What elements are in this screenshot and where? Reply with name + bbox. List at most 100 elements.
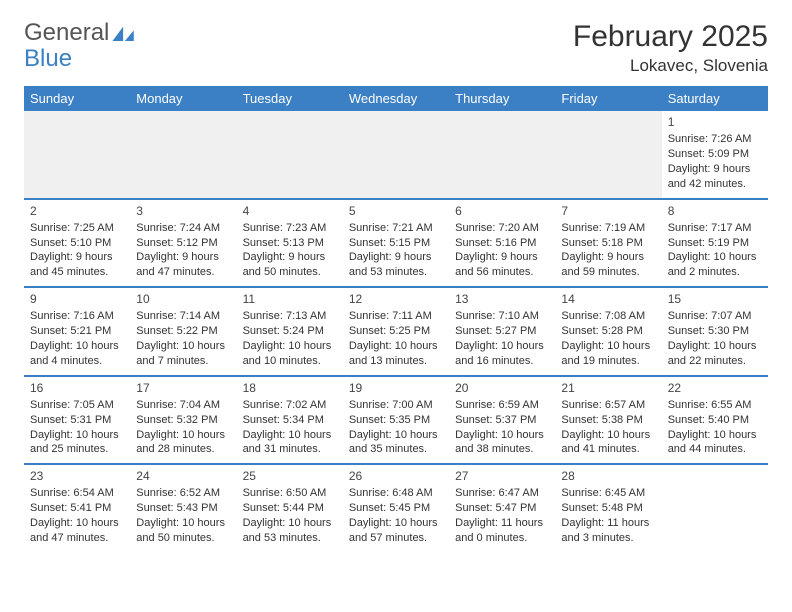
day-number: 28 — [561, 468, 655, 484]
day-number: 27 — [455, 468, 549, 484]
daylight-text: Daylight: 9 hours and 53 minutes. — [349, 250, 443, 280]
sunset-text: Sunset: 5:35 PM — [349, 413, 443, 428]
sunrise-text: Sunrise: 7:02 AM — [243, 398, 337, 413]
day-number: 15 — [668, 291, 762, 307]
sunrise-text: Sunrise: 7:24 AM — [136, 221, 230, 236]
weekday-header: Tuesday — [237, 86, 343, 111]
sunrise-text: Sunrise: 7:10 AM — [455, 309, 549, 324]
sunrise-text: Sunrise: 7:08 AM — [561, 309, 655, 324]
day-number: 20 — [455, 380, 549, 396]
daylight-text: Daylight: 10 hours and 7 minutes. — [136, 339, 230, 369]
blank-cell — [130, 111, 236, 199]
day-cell: 17 Sunrise: 7:04 AMSunset: 5:32 PMDayligh… — [130, 376, 236, 465]
title-block: February 2025 Lokavec, Slovenia — [573, 20, 768, 76]
sunset-text: Sunset: 5:18 PM — [561, 236, 655, 251]
day-cell: 20 Sunrise: 6:59 AMSunset: 5:37 PMDayligh… — [449, 376, 555, 465]
day-number: 11 — [243, 291, 337, 307]
day-cell: 13Sunrise: 7:10 AMSunset: 5:27 PMDayligh… — [449, 287, 555, 376]
logo: GeneralBlue — [24, 20, 136, 71]
day-cell: 22Sunrise: 6:55 AMSunset: 5:40 PMDayligh… — [662, 376, 768, 465]
day-number: 17 — [136, 380, 230, 396]
daylight-text: Daylight: 9 hours and 56 minutes. — [455, 250, 549, 280]
day-cell: 24Sunrise: 6:52 AMSunset: 5:43 PMDayligh… — [130, 464, 236, 552]
sail-icon — [112, 21, 136, 46]
sunrise-text: Sunrise: 7:00 AM — [349, 398, 443, 413]
sunset-text: Sunset: 5:34 PM — [243, 413, 337, 428]
weekday-header: Sunday — [24, 86, 130, 111]
sunrise-text: Sunrise: 6:50 AM — [243, 486, 337, 501]
daylight-text: Daylight: 10 hours and 35 minutes. — [349, 428, 443, 458]
sunset-text: Sunset: 5:47 PM — [455, 501, 549, 516]
daylight-text: Daylight: 10 hours and 41 minutes. — [561, 428, 655, 458]
sunset-text: Sunset: 5:16 PM — [455, 236, 549, 251]
daylight-text: Daylight: 10 hours and 13 minutes. — [349, 339, 443, 369]
daylight-text: Daylight: 9 hours and 59 minutes. — [561, 250, 655, 280]
sunset-text: Sunset: 5:09 PM — [668, 147, 762, 162]
sunrise-text: Sunrise: 6:45 AM — [561, 486, 655, 501]
daylight-text: Daylight: 11 hours and 0 minutes. — [455, 516, 549, 546]
day-number: 26 — [349, 468, 443, 484]
month-title: February 2025 — [573, 20, 768, 54]
weekday-header: Friday — [555, 86, 661, 111]
day-number: 18 — [243, 380, 337, 396]
day-cell: 23Sunrise: 6:54 AMSunset: 5:41 PMDayligh… — [24, 464, 130, 552]
day-cell: 28Sunrise: 6:45 AMSunset: 5:48 PMDayligh… — [555, 464, 661, 552]
sunset-text: Sunset: 5:10 PM — [30, 236, 124, 251]
sunset-text: Sunset: 5:32 PM — [136, 413, 230, 428]
day-number: 7 — [561, 203, 655, 219]
day-number: 25 — [243, 468, 337, 484]
day-cell: 15Sunrise: 7:07 AMSunset: 5:30 PMDayligh… — [662, 287, 768, 376]
sunrise-text: Sunrise: 7:19 AM — [561, 221, 655, 236]
weekday-header: Saturday — [662, 86, 768, 111]
day-cell: 27Sunrise: 6:47 AMSunset: 5:47 PMDayligh… — [449, 464, 555, 552]
daylight-text: Daylight: 9 hours and 45 minutes. — [30, 250, 124, 280]
sunset-text: Sunset: 5:12 PM — [136, 236, 230, 251]
day-cell: 2Sunrise: 7:25 AMSunset: 5:10 PMDaylight… — [24, 199, 130, 288]
sunset-text: Sunset: 5:13 PM — [243, 236, 337, 251]
sunset-text: Sunset: 5:44 PM — [243, 501, 337, 516]
sunrise-text: Sunrise: 7:25 AM — [30, 221, 124, 236]
day-cell: 3Sunrise: 7:24 AMSunset: 5:12 PMDaylight… — [130, 199, 236, 288]
sunrise-text: Sunrise: 6:48 AM — [349, 486, 443, 501]
week-row: 16Sunrise: 7:05 AMSunset: 5:31 PMDayligh… — [24, 376, 768, 465]
daylight-text: Daylight: 10 hours and 22 minutes. — [668, 339, 762, 369]
sunset-text: Sunset: 5:37 PM — [455, 413, 549, 428]
week-row: 9Sunrise: 7:16 AMSunset: 5:21 PMDaylight… — [24, 287, 768, 376]
day-cell: 16Sunrise: 7:05 AMSunset: 5:31 PMDayligh… — [24, 376, 130, 465]
day-cell: 1Sunrise: 7:26 AMSunset: 5:09 PMDaylight… — [662, 111, 768, 199]
daylight-text: Daylight: 10 hours and 25 minutes. — [30, 428, 124, 458]
sunset-text: Sunset: 5:21 PM — [30, 324, 124, 339]
blank-cell — [343, 111, 449, 199]
sunrise-text: Sunrise: 7:16 AM — [30, 309, 124, 324]
sunset-text: Sunset: 5:43 PM — [136, 501, 230, 516]
day-cell: 5Sunrise: 7:21 AMSunset: 5:15 PMDaylight… — [343, 199, 449, 288]
sunrise-text: Sunrise: 6:57 AM — [561, 398, 655, 413]
daylight-text: Daylight: 10 hours and 47 minutes. — [30, 516, 124, 546]
sunset-text: Sunset: 5:15 PM — [349, 236, 443, 251]
daylight-text: Daylight: 10 hours and 44 minutes. — [668, 428, 762, 458]
sunset-text: Sunset: 5:24 PM — [243, 324, 337, 339]
sunset-text: Sunset: 5:31 PM — [30, 413, 124, 428]
sunrise-text: Sunrise: 7:05 AM — [30, 398, 124, 413]
day-cell: 11Sunrise: 7:13 AMSunset: 5:24 PMDayligh… — [237, 287, 343, 376]
day-number: 5 — [349, 203, 443, 219]
page-header: GeneralBlue February 2025 Lokavec, Slove… — [24, 20, 768, 76]
day-number: 23 — [30, 468, 124, 484]
day-cell: 21Sunrise: 6:57 AMSunset: 5:38 PMDayligh… — [555, 376, 661, 465]
sunrise-text: Sunrise: 7:11 AM — [349, 309, 443, 324]
daylight-text: Daylight: 10 hours and 57 minutes. — [349, 516, 443, 546]
sunrise-text: Sunrise: 7:04 AM — [136, 398, 230, 413]
day-number: 6 — [455, 203, 549, 219]
blank-cell — [449, 111, 555, 199]
daylight-text: Daylight: 10 hours and 28 minutes. — [136, 428, 230, 458]
sunrise-text: Sunrise: 6:59 AM — [455, 398, 549, 413]
day-cell: 18Sunrise: 7:02 AMSunset: 5:34 PMDayligh… — [237, 376, 343, 465]
daylight-text: Daylight: 10 hours and 38 minutes. — [455, 428, 549, 458]
day-number: 13 — [455, 291, 549, 307]
sunrise-text: Sunrise: 6:55 AM — [668, 398, 762, 413]
sunset-text: Sunset: 5:19 PM — [668, 236, 762, 251]
day-cell: 26Sunrise: 6:48 AMSunset: 5:45 PMDayligh… — [343, 464, 449, 552]
day-number: 22 — [668, 380, 762, 396]
day-cell: 10Sunrise: 7:14 AMSunset: 5:22 PMDayligh… — [130, 287, 236, 376]
day-number: 21 — [561, 380, 655, 396]
